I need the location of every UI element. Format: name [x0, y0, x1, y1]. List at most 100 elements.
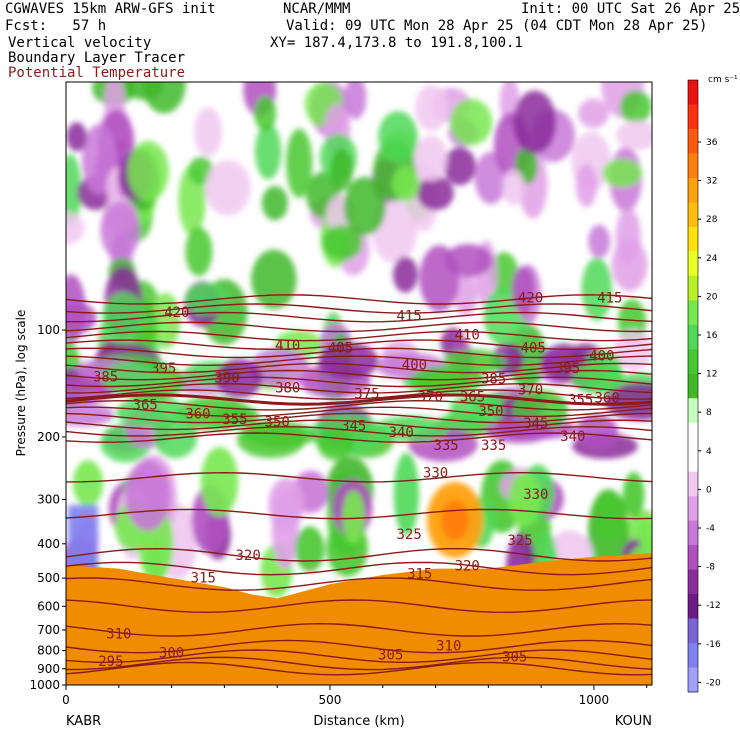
w-cell	[330, 148, 353, 191]
theta-label: 310	[436, 639, 461, 655]
theta-contour	[66, 362, 652, 374]
w-cell	[344, 82, 367, 120]
y-tick-label: 200	[37, 430, 60, 444]
w-cell	[200, 446, 239, 517]
theta-label: 420	[164, 305, 189, 321]
w-cell	[616, 120, 652, 150]
colorbar-swatch	[688, 618, 698, 644]
w-cell	[150, 292, 181, 349]
theta-label: 335	[433, 438, 458, 454]
colorbar-swatch	[688, 202, 698, 228]
w-cell	[342, 490, 365, 544]
model-title: CGWAVES 15km ARW-GFS init	[5, 1, 216, 17]
theta-label: 345	[341, 419, 366, 435]
theta-label: 310	[106, 626, 131, 642]
theta-contour	[66, 393, 652, 406]
theta-contour	[66, 471, 652, 483]
theta-contour	[66, 389, 652, 400]
w-cell	[511, 265, 535, 314]
w-cell	[393, 452, 420, 536]
theta-label: 375	[354, 387, 379, 403]
theta-label: 305	[378, 647, 403, 663]
theta-contour-labels: 420 410 405 415 410 420 415 405 400 400 395 395 390 3…	[93, 291, 622, 670]
colorbar-label: -4	[706, 524, 715, 534]
w-cell	[581, 257, 613, 321]
theta-label: 415	[597, 291, 622, 307]
x-tick-label: 500	[319, 693, 342, 707]
colorbar-swatch	[688, 545, 698, 571]
theta-contour	[66, 369, 652, 381]
w-cell	[215, 358, 263, 399]
w-cell	[419, 245, 460, 312]
w-cell	[619, 90, 652, 124]
w-cell	[588, 224, 611, 259]
theta-label: 315	[407, 566, 432, 582]
theta-label: 410	[455, 328, 480, 344]
colorbar-swatch	[688, 496, 698, 522]
x-tick-label: 1000	[579, 693, 610, 707]
y-axis: 100 200 300 400 500 600 700 800 900 1000	[29, 323, 66, 692]
y-tick-label: 400	[37, 537, 60, 551]
w-cell	[66, 122, 87, 152]
colorbar-label: 20	[706, 292, 718, 302]
theta-label: 355	[568, 393, 593, 409]
w-cell	[443, 147, 476, 186]
theta-contour	[66, 508, 652, 520]
theta-label: 395	[151, 361, 176, 377]
theta-contour	[66, 547, 652, 562]
colorbar-swatch	[688, 275, 698, 301]
colorbar-swatch	[688, 226, 698, 252]
field-vertical-velocity: Vertical velocity	[8, 35, 152, 51]
theta-contour	[66, 661, 652, 676]
theta-label: 360	[185, 407, 210, 423]
colorbar-swatch	[688, 422, 698, 448]
theta-contour	[66, 406, 652, 418]
colorbar-swatch	[688, 104, 698, 130]
colorbar-swatch	[688, 80, 698, 105]
theta-label: 325	[397, 527, 422, 543]
w-cell	[81, 124, 117, 194]
w-cell	[391, 166, 420, 202]
theta-label: 320	[455, 558, 480, 574]
colorbar-label: -16	[706, 640, 721, 650]
theta-contour	[66, 330, 652, 342]
w-cell	[317, 426, 354, 461]
colorbar-label: 8	[706, 408, 712, 418]
w-cell	[185, 227, 213, 277]
init-time: Init: 00 UTC Sat 26 Apr 25	[521, 1, 740, 17]
left-endpoint-label: KABR	[66, 714, 101, 729]
w-cell	[501, 169, 526, 206]
theta-label: 300	[159, 646, 184, 662]
w-cell	[66, 302, 97, 334]
theta-label: 315	[191, 571, 216, 587]
w-cell	[343, 176, 386, 236]
theta-contour	[66, 599, 652, 614]
theta-label: 360	[594, 391, 619, 407]
theta-contour	[66, 303, 652, 314]
theta-contour	[66, 376, 652, 388]
theta-label: 350	[478, 404, 503, 420]
w-cell	[575, 163, 598, 208]
colorbar-label: 0	[706, 485, 712, 495]
theta-label: 325	[507, 533, 532, 549]
updraft-core	[441, 500, 469, 540]
theta-contour	[66, 321, 652, 333]
colorbar-label: -20	[706, 678, 721, 688]
theta-contour	[66, 347, 652, 359]
theta-contour	[66, 639, 652, 654]
colorbar-swatch	[688, 471, 698, 497]
y-tick-label: 300	[37, 492, 60, 506]
theta-label: 330	[523, 487, 548, 503]
w-cell	[194, 107, 222, 157]
w-cell	[125, 82, 164, 100]
theta-contour	[66, 622, 652, 637]
y-tick-label: 1000	[29, 678, 60, 692]
theta-contour	[66, 425, 652, 437]
colorbar-swatch	[688, 153, 698, 179]
colorbar-swatch	[688, 447, 698, 473]
theta-contour	[66, 649, 652, 664]
colorbar-label: 12	[706, 370, 717, 380]
colorbar-label: 24	[706, 254, 718, 264]
theta-label: 340	[560, 429, 585, 445]
w-cell	[575, 414, 619, 450]
